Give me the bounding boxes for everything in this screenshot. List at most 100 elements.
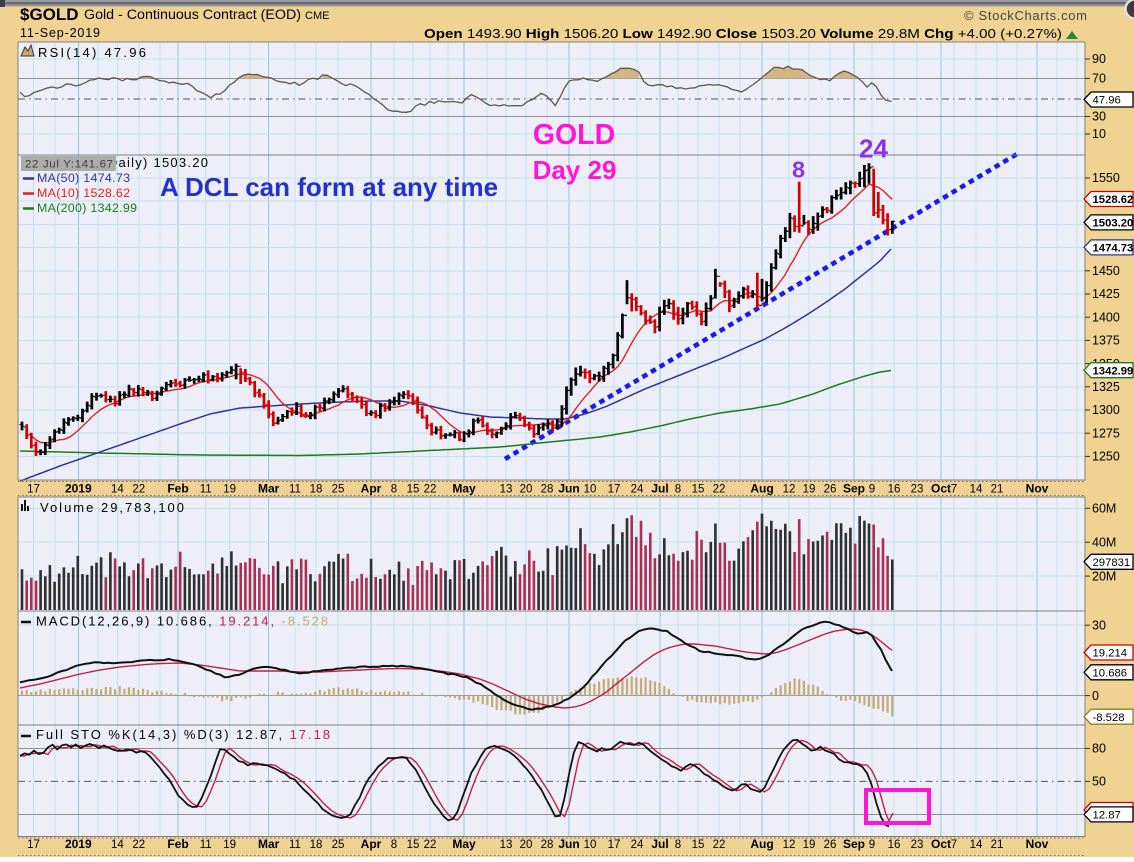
svg-text:Gold - Continuous Contract (EO: Gold - Continuous Contract (EOD): [84, 7, 301, 22]
svg-text:MA(10) 1528.62: MA(10) 1528.62: [37, 186, 130, 200]
svg-text:7: 7: [951, 839, 957, 851]
svg-text:CME: CME: [305, 10, 329, 22]
svg-text:1528.62: 1528.62: [1093, 194, 1134, 206]
svg-text:1474.73: 1474.73: [1093, 243, 1134, 255]
svg-text:Mar: Mar: [258, 482, 280, 496]
svg-text:15: 15: [407, 839, 420, 851]
svg-text:8: 8: [675, 484, 681, 496]
svg-text:15: 15: [692, 484, 705, 496]
svg-text:17: 17: [27, 839, 40, 851]
svg-text:1300: 1300: [1092, 403, 1120, 417]
svg-text:28: 28: [541, 839, 554, 851]
svg-text:9: 9: [869, 484, 875, 496]
svg-text:80: 80: [1092, 742, 1106, 756]
svg-text:-8.528: -8.528: [1093, 712, 1125, 724]
svg-text:Jun: Jun: [558, 482, 579, 496]
svg-text:24: 24: [631, 484, 644, 496]
svg-text:16: 16: [888, 484, 901, 496]
svg-text:18: 18: [310, 839, 323, 851]
svg-text:11-Sep-2019: 11-Sep-2019: [20, 26, 100, 40]
svg-text:13: 13: [500, 839, 513, 851]
svg-text:MA(50) 1474.73: MA(50) 1474.73: [37, 171, 130, 185]
svg-text:10: 10: [1092, 127, 1106, 141]
svg-text:22: 22: [424, 839, 437, 851]
svg-text:17: 17: [608, 839, 621, 851]
svg-text:9: 9: [869, 839, 875, 851]
svg-text:19.214: 19.214: [1093, 648, 1128, 660]
svg-text:22: 22: [132, 839, 145, 851]
svg-text:8: 8: [391, 839, 397, 851]
svg-text:12: 12: [783, 839, 796, 851]
svg-text:14: 14: [970, 484, 983, 496]
svg-text:17: 17: [27, 484, 40, 496]
svg-text:15: 15: [692, 839, 705, 851]
svg-text:$GOLD: $GOLD: [20, 5, 79, 24]
svg-text:21: 21: [991, 484, 1004, 496]
svg-text:19: 19: [223, 839, 236, 851]
svg-text:1450: 1450: [1092, 264, 1120, 278]
svg-text:19: 19: [803, 839, 816, 851]
svg-text:20: 20: [520, 839, 533, 851]
svg-text:Jul: Jul: [651, 837, 668, 851]
svg-text:14: 14: [111, 484, 124, 496]
svg-text:10: 10: [584, 484, 597, 496]
svg-text:Nov: Nov: [1026, 482, 1049, 496]
svg-text:23: 23: [911, 839, 924, 851]
svg-text:19: 19: [803, 484, 816, 496]
svg-text:11: 11: [200, 839, 212, 851]
svg-text:GOLD: GOLD: [533, 119, 615, 151]
svg-text:10.686: 10.686: [1093, 667, 1128, 679]
svg-text:1342.99: 1342.99: [1093, 365, 1134, 377]
svg-text:28: 28: [541, 484, 554, 496]
svg-text:8: 8: [391, 484, 397, 496]
svg-text:24: 24: [631, 839, 644, 851]
svg-text:11: 11: [289, 839, 301, 851]
svg-text:Aug: Aug: [750, 482, 773, 496]
svg-text:1503.20: 1503.20: [1093, 218, 1134, 230]
svg-text:24: 24: [859, 134, 888, 164]
svg-text:MA(200) 1342.99: MA(200) 1342.99: [37, 201, 137, 215]
svg-text:7: 7: [951, 484, 957, 496]
svg-text:May: May: [452, 482, 476, 496]
svg-text:Sep: Sep: [843, 482, 865, 496]
svg-text:Open 1493.90 High 1506.20 Low: Open 1493.90 High 1506.20 Low 1492.90 Cl…: [424, 27, 1062, 41]
svg-text:14: 14: [111, 839, 124, 851]
svg-text:2019: 2019: [65, 837, 92, 851]
svg-text:297831: 297831: [1093, 557, 1131, 569]
svg-text:Oct: Oct: [931, 837, 951, 851]
svg-text:Mar: Mar: [258, 837, 280, 851]
svg-text:47.96: 47.96: [1093, 95, 1121, 107]
svg-text:60M: 60M: [1092, 502, 1116, 516]
svg-text:Day 29: Day 29: [533, 155, 617, 185]
svg-text:Jun: Jun: [558, 837, 579, 851]
svg-text:Sep: Sep: [843, 837, 865, 851]
svg-text:30: 30: [1092, 110, 1106, 124]
svg-text:26: 26: [824, 484, 837, 496]
svg-text:1250: 1250: [1092, 450, 1120, 464]
svg-text:20: 20: [520, 484, 533, 496]
svg-text:Jul: Jul: [651, 482, 668, 496]
svg-text:22: 22: [132, 484, 145, 496]
svg-text:18: 18: [310, 484, 323, 496]
svg-text:23: 23: [911, 484, 924, 496]
svg-text:50: 50: [1092, 775, 1106, 789]
svg-text:19: 19: [223, 484, 236, 496]
svg-text:25: 25: [332, 484, 345, 496]
svg-text:2019: 2019: [65, 482, 92, 496]
svg-text:1400: 1400: [1092, 310, 1120, 324]
svg-text:A DCL can form at any time: A DCL can form at any time: [160, 172, 498, 202]
svg-text:Apr: Apr: [361, 837, 382, 851]
svg-text:17: 17: [608, 484, 621, 496]
svg-text:11: 11: [289, 484, 301, 496]
svg-text:70: 70: [1092, 72, 1106, 86]
svg-text:25: 25: [332, 839, 345, 851]
svg-text:26: 26: [824, 839, 837, 851]
svg-text:Full STO %K(14,3) %D(3) 12.87,: Full STO %K(14,3) %D(3) 12.87, 17.18: [36, 727, 330, 742]
svg-text:14: 14: [970, 839, 983, 851]
svg-text:22: 22: [713, 839, 726, 851]
svg-text:12.87: 12.87: [1093, 810, 1121, 822]
svg-text:© StockCharts.com: © StockCharts.com: [964, 8, 1087, 23]
svg-text:20M: 20M: [1092, 569, 1116, 583]
svg-text:Oct: Oct: [931, 482, 951, 496]
svg-text:21: 21: [991, 839, 1004, 851]
